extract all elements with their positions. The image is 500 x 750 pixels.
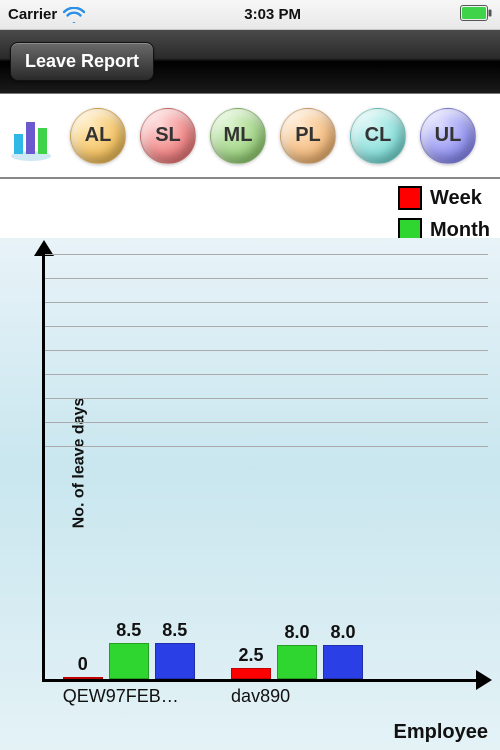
category-label: dav890 — [231, 686, 290, 707]
bar-wrapper: 0 — [63, 677, 103, 679]
status-left: Carrier — [8, 6, 85, 23]
bar-value-label: 8.5 — [155, 620, 195, 641]
nav-header: Leave Report — [0, 30, 500, 94]
carrier-label: Carrier — [8, 6, 57, 23]
bar-year — [323, 645, 363, 679]
bar-wrapper: 2.5 — [231, 668, 271, 679]
filter-pills: ALSLMLPLCLUL — [70, 108, 476, 164]
clock-label: 3:03 PM — [244, 6, 301, 23]
bar-value-label: 8.0 — [277, 622, 317, 643]
legend-swatch — [398, 186, 422, 210]
bar-wrapper: 8.5 — [155, 643, 195, 679]
bar-week — [63, 677, 103, 679]
bar-value-label: 8.5 — [109, 620, 149, 641]
filter-pill-al[interactable]: AL — [70, 108, 126, 164]
filter-pill-cl[interactable]: CL — [350, 108, 406, 164]
bar-week — [231, 668, 271, 679]
filter-pill-sl[interactable]: SL — [140, 108, 196, 164]
bar-year — [155, 643, 195, 679]
filter-pill-ul[interactable]: UL — [420, 108, 476, 164]
bar-value-label: 8.0 — [323, 622, 363, 643]
x-axis — [42, 679, 488, 682]
status-bar: Carrier 3:03 PM — [0, 0, 500, 30]
bar-wrapper: 8.0 — [277, 645, 317, 679]
chart-area: No. of leave days 08.58.52.58.08.0 QEW97… — [0, 238, 500, 750]
bar-wrapper: 8.5 — [109, 643, 149, 679]
status-right — [460, 5, 492, 25]
chart: No. of leave days 08.58.52.58.08.0 — [42, 244, 488, 682]
bars-region: 08.58.52.58.08.0 — [45, 254, 488, 679]
back-button[interactable]: Leave Report — [10, 42, 154, 81]
chart-type-icon[interactable] — [6, 110, 56, 162]
bar-month — [109, 643, 149, 679]
bar-value-label: 0 — [63, 654, 103, 675]
filter-pill-pl[interactable]: PL — [280, 108, 336, 164]
x-axis-label: Employee — [394, 721, 488, 744]
bar-group: 2.5 8.08.0 — [231, 645, 363, 679]
filter-pill-ml[interactable]: ML — [210, 108, 266, 164]
bar-group: 0 8.58.5 — [63, 643, 195, 679]
wifi-icon — [63, 7, 85, 23]
bar-month — [277, 645, 317, 679]
battery-icon — [460, 5, 492, 25]
legend-label: Week — [430, 187, 482, 210]
filter-row: ALSLMLPLCLUL — [0, 94, 500, 179]
category-label: QEW97FEB… — [63, 686, 179, 707]
bar-value-label: 2.5 — [231, 645, 271, 666]
bar-wrapper: 8.0 — [323, 645, 363, 679]
legend-item-week: Week — [398, 186, 490, 210]
